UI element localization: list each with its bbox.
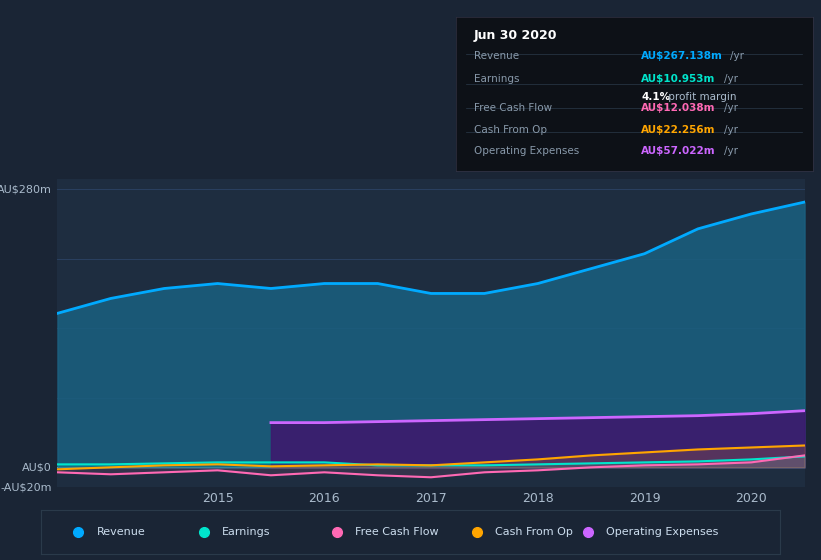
Text: Operating Expenses: Operating Expenses [474,146,579,156]
Text: /yr: /yr [723,103,737,113]
Text: AU$280m: AU$280m [0,184,52,194]
Text: Earnings: Earnings [474,74,519,84]
Text: Free Cash Flow: Free Cash Flow [355,527,438,537]
Text: AU$22.256m: AU$22.256m [641,125,716,134]
Text: Operating Expenses: Operating Expenses [606,527,718,537]
Text: Revenue: Revenue [97,527,145,537]
Text: /yr: /yr [723,74,737,84]
Text: Revenue: Revenue [474,51,519,60]
Text: Jun 30 2020: Jun 30 2020 [474,29,557,42]
Text: Earnings: Earnings [222,527,271,537]
Text: 4.1%: 4.1% [641,92,671,102]
Text: Free Cash Flow: Free Cash Flow [474,103,552,113]
Text: AU$0: AU$0 [22,463,52,472]
Text: AU$267.138m: AU$267.138m [641,51,723,60]
Text: /yr: /yr [723,146,737,156]
Text: AU$57.022m: AU$57.022m [641,146,716,156]
Text: Cash From Op: Cash From Op [474,125,547,134]
Text: /yr: /yr [730,51,744,60]
Text: -AU$20m: -AU$20m [1,482,52,492]
Text: /yr: /yr [723,125,737,134]
Text: AU$12.038m: AU$12.038m [641,103,716,113]
Text: AU$10.953m: AU$10.953m [641,74,716,84]
Text: Cash From Op: Cash From Op [496,527,573,537]
Text: profit margin: profit margin [664,92,736,102]
